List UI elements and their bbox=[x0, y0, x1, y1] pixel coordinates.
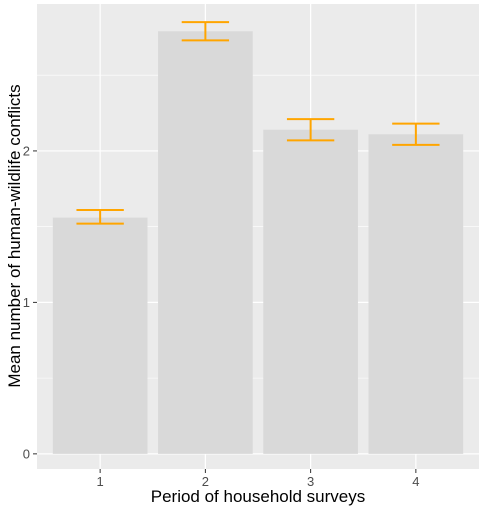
y-tick-label: 1 bbox=[23, 295, 30, 310]
bar-4 bbox=[368, 134, 464, 454]
y-axis: 0 1 2 bbox=[23, 143, 37, 461]
x-tick-label: 2 bbox=[202, 474, 209, 489]
x-tick-label: 4 bbox=[412, 474, 419, 489]
y-axis-title: Mean number of human-wildlife conflicts bbox=[5, 84, 24, 387]
error-bar-2 bbox=[181, 21, 230, 42]
bar-2 bbox=[158, 31, 253, 454]
error-bar-3 bbox=[286, 118, 335, 142]
x-tick-label: 3 bbox=[307, 474, 314, 489]
error-bar-4 bbox=[392, 122, 440, 146]
bars bbox=[52, 31, 464, 454]
bar-1 bbox=[52, 217, 148, 454]
x-axis-title: Period of household surveys bbox=[151, 487, 366, 506]
bar-3 bbox=[263, 129, 358, 454]
error-bars bbox=[76, 21, 440, 225]
x-tick-label: 1 bbox=[97, 474, 104, 489]
error-bar-1 bbox=[76, 208, 124, 225]
x-axis: 1 2 3 4 bbox=[97, 469, 419, 489]
y-tick-label: 0 bbox=[23, 446, 30, 461]
y-tick-label: 2 bbox=[23, 143, 30, 158]
